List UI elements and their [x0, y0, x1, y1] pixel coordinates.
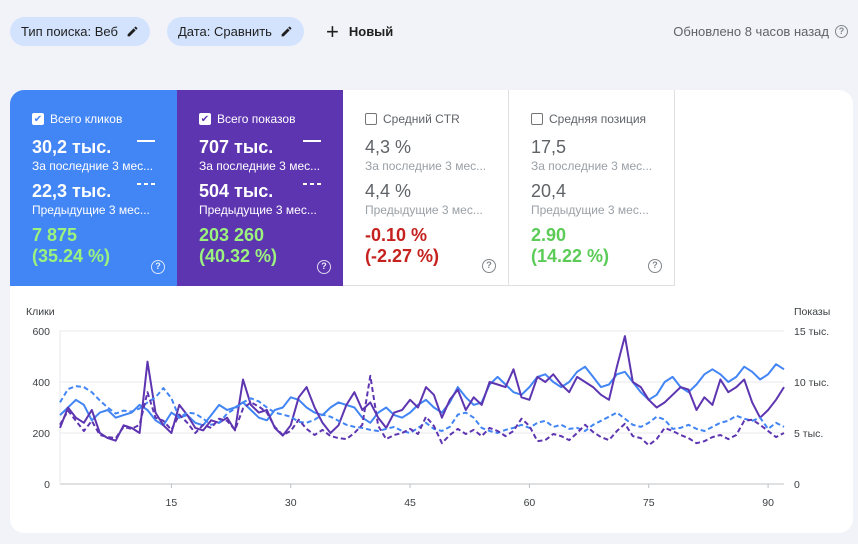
- y-tick-label-right: 10 тыс.: [794, 377, 829, 389]
- metric-diff-percent: (-2.27 %): [365, 246, 440, 266]
- metric-diff-value: 203 260: [199, 225, 265, 245]
- help-icon[interactable]: ?: [835, 25, 848, 38]
- y-tick-label-left: 400: [32, 377, 50, 389]
- help-icon[interactable]: ?: [151, 260, 165, 274]
- metric-diff-percent: (40.32 %): [199, 246, 278, 266]
- y-tick-label-right: 15 тыс.: [794, 326, 829, 338]
- search-type-filter-label: Тип поиска: Веб: [21, 24, 118, 39]
- metric-current-label: За последние 3 мес...: [365, 159, 487, 173]
- y-tick-label-right: 5 тыс.: [794, 428, 823, 440]
- solid-line-legend-icon: [303, 140, 321, 142]
- new-filter-label: Новый: [348, 24, 394, 39]
- metric-total-impressions[interactable]: ✔ Всего показов 707 тыс. За последние 3 м…: [177, 90, 343, 286]
- metric-previous-value: 504 тыс.: [199, 181, 274, 201]
- date-filter-chip[interactable]: Дата: Сравнить: [167, 17, 304, 46]
- dashed-line-legend-icon: [303, 183, 321, 185]
- metric-diff: 2.90 (14.22 %): [531, 225, 674, 267]
- last-updated: Обновлено 8 часов назад ?: [673, 24, 848, 39]
- metric-previous-label: Предыдущие 3 мес...: [531, 203, 649, 217]
- y-tick-label-left: 0: [44, 479, 50, 491]
- metric-current-value: 17,5: [531, 137, 567, 157]
- metric-current-value: 4,3 %: [365, 137, 412, 157]
- metric-label: Средний CTR: [383, 112, 460, 126]
- metric-previous-label: Предыдущие 3 мес...: [32, 203, 150, 217]
- search-type-filter-chip[interactable]: Тип поиска: Веб: [10, 17, 150, 46]
- metric-cards: ✔ Всего кликов 30,2 тыс. За последние 3 м…: [10, 90, 676, 286]
- performance-chart[interactable]: 0 200 400 600 0 5 тыс. 10 тыс. 15 тыс. Клики Пока…: [10, 286, 853, 533]
- metric-previous-label: Предыдущие 3 мес...: [199, 203, 317, 217]
- help-icon[interactable]: ?: [648, 259, 662, 273]
- y-axis-title-right: Показы: [794, 306, 830, 318]
- metric-total-clicks[interactable]: ✔ Всего кликов 30,2 тыс. За последние 3 м…: [10, 90, 177, 286]
- x-tick-label: 90: [762, 497, 774, 509]
- metric-current-value: 30,2 тыс.: [32, 137, 112, 157]
- date-filter-label: Дата: Сравнить: [178, 24, 272, 39]
- pencil-icon: [281, 26, 292, 37]
- metric-previous-value: 4,4 %: [365, 181, 412, 201]
- metric-previous-value: 22,3 тыс.: [32, 181, 112, 201]
- metric-label: Всего показов: [217, 112, 296, 126]
- solid-line-legend-icon: [137, 140, 155, 142]
- metric-diff: -0.10 % (-2.27 %): [365, 225, 508, 267]
- metric-label: Всего кликов: [50, 112, 123, 126]
- y-tick-label-left: 200: [32, 428, 50, 440]
- y-tick-label-left: 600: [32, 326, 50, 338]
- metric-diff-value: 2.90: [531, 225, 567, 245]
- last-updated-text: Обновлено 8 часов назад: [673, 24, 829, 39]
- metric-label: Средняя позиция: [549, 112, 647, 126]
- metric-previous-value: 20,4: [531, 181, 567, 201]
- checkbox-checked-icon[interactable]: ✔: [32, 113, 44, 125]
- metric-previous-label: Предыдущие 3 мес...: [365, 203, 483, 217]
- plus-icon: +: [326, 18, 339, 44]
- x-tick-label: 45: [404, 497, 416, 509]
- checkbox-unchecked-icon[interactable]: [365, 113, 377, 125]
- dashed-line-legend-icon: [137, 183, 155, 185]
- metric-diff-value: -0.10 %: [365, 225, 428, 245]
- metric-average-ctr[interactable]: Средний CTR 4,3 % За последние 3 мес... …: [343, 90, 509, 286]
- metric-current-label: За последние 3 мес...: [199, 159, 321, 173]
- performance-card: ✔ Всего кликов 30,2 тыс. За последние 3 м…: [10, 90, 853, 533]
- new-filter-button[interactable]: + Новый: [326, 17, 393, 46]
- y-axis-title-left: Клики: [26, 306, 55, 318]
- x-tick-label: 15: [166, 497, 178, 509]
- pencil-icon: [127, 26, 138, 37]
- metric-diff: 7 875 (35.24 %): [32, 225, 177, 267]
- x-tick-label: 60: [524, 497, 536, 509]
- metric-current-value: 707 тыс.: [199, 137, 274, 157]
- x-tick-label: 30: [285, 497, 297, 509]
- metric-diff-percent: (35.24 %): [32, 246, 111, 266]
- series-line-2: [59, 335, 785, 442]
- metric-average-position[interactable]: Средняя позиция 17,5 За последние 3 мес.…: [509, 90, 675, 286]
- checkbox-unchecked-icon[interactable]: [531, 113, 543, 125]
- metric-diff-percent: (14.22 %): [531, 246, 610, 266]
- checkbox-checked-icon[interactable]: ✔: [199, 113, 211, 125]
- help-icon[interactable]: ?: [482, 259, 496, 273]
- series-line-4: [59, 374, 785, 447]
- metric-current-label: За последние 3 мес...: [531, 159, 653, 173]
- x-tick-label: 75: [643, 497, 655, 509]
- metric-diff: 203 260 (40.32 %): [199, 225, 343, 267]
- metric-diff-value: 7 875: [32, 225, 78, 245]
- help-icon[interactable]: ?: [317, 260, 331, 274]
- metric-current-label: За последние 3 мес...: [32, 159, 154, 173]
- y-tick-label-right: 0: [794, 479, 800, 491]
